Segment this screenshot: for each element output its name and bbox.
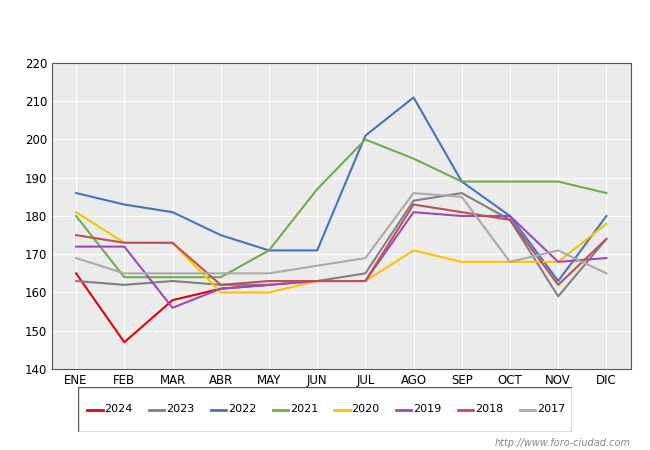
Text: 2022: 2022 [228, 405, 257, 414]
Text: 2021: 2021 [290, 405, 318, 414]
Text: 2017: 2017 [537, 405, 565, 414]
Text: Afiliados en Cantalapiedra a 31/5/2024: Afiliados en Cantalapiedra a 31/5/2024 [149, 18, 501, 36]
FancyBboxPatch shape [78, 387, 572, 432]
Text: 2018: 2018 [475, 405, 503, 414]
Text: 2023: 2023 [166, 405, 194, 414]
Text: http://www.foro-ciudad.com: http://www.foro-ciudad.com [495, 438, 630, 448]
Text: 2020: 2020 [352, 405, 380, 414]
Text: 2019: 2019 [413, 405, 441, 414]
Text: 2024: 2024 [105, 405, 133, 414]
